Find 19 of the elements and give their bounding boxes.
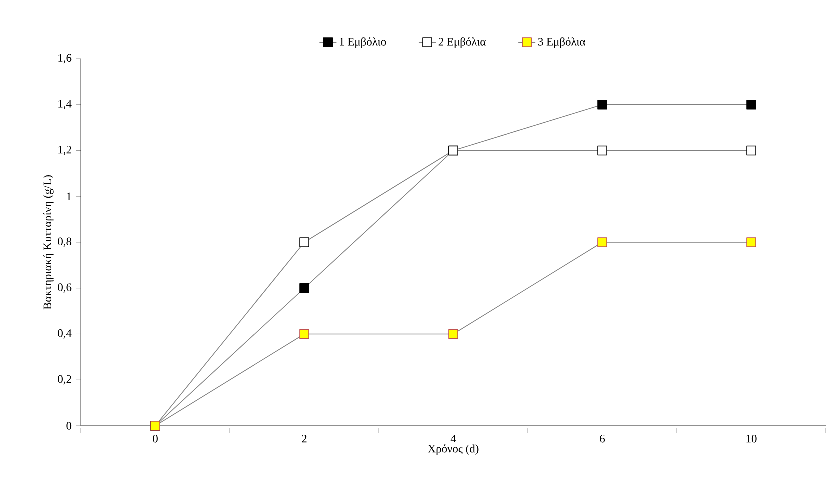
legend-label: 3 Εμβόλια — [538, 38, 586, 48]
y-tick-label: 1 — [67, 192, 72, 200]
y-tick-label: 0,6 — [58, 284, 72, 294]
x-tick-label: 0 — [153, 435, 158, 443]
y-tick-label: 1,6 — [58, 54, 72, 64]
y-tick-label: 0,8 — [58, 238, 72, 248]
y-tick-label: 0 — [66, 422, 72, 430]
legend-label: 1 Εμβόλιο — [340, 38, 386, 48]
x-axis-title: Χρόνος (d) — [428, 444, 479, 456]
x-tick-label: 4 — [450, 435, 456, 443]
y-axis-title: Βακτηριακή Κυτταρίνη (g/L) — [43, 176, 54, 310]
y-tick-label: 1,2 — [58, 146, 72, 156]
x-tick-label: 2 — [302, 435, 307, 443]
x-tick-label: 6 — [600, 435, 606, 443]
y-tick-label: 0,2 — [58, 375, 72, 385]
y-tick-label: 1,4 — [58, 100, 72, 110]
x-tick-label: 10 — [746, 435, 757, 443]
y-tick-label: 0,4 — [58, 330, 72, 339]
legend-label: 2 Εμβόλια — [438, 38, 486, 48]
